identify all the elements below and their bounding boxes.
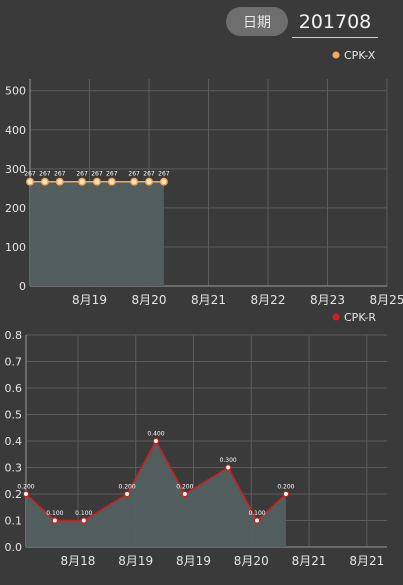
x-tick-label: 8月19: [72, 293, 107, 307]
data-point: [55, 177, 64, 186]
data-point: [123, 490, 131, 498]
series-area-fill: [30, 181, 164, 286]
data-point: [130, 177, 139, 186]
data-label: 267: [24, 171, 36, 178]
data-label: 0.200: [118, 483, 135, 490]
header-bar: 日期 201708: [0, 0, 403, 44]
series-area-fill: [26, 441, 286, 547]
data-point: [181, 490, 189, 498]
legend-label: CPK-X: [344, 49, 376, 62]
x-tick-label: 8月21: [292, 554, 327, 568]
legend-marker: [332, 51, 340, 59]
y-tick-label: 300: [5, 163, 26, 176]
data-point: [51, 517, 59, 524]
x-tick-label: 8月20: [132, 293, 167, 307]
data-label: 267: [76, 171, 88, 178]
data-point: [253, 517, 261, 524]
data-label: 267: [143, 171, 155, 178]
y-tick-label: 0.1: [5, 515, 23, 528]
y-tick-label: 400: [5, 124, 26, 137]
date-value-field[interactable]: 201708: [292, 6, 378, 38]
y-tick-label: 0.4: [5, 435, 23, 448]
data-label: 0.200: [277, 483, 294, 490]
y-tick-label: 0: [19, 280, 26, 293]
data-label: 267: [91, 171, 103, 178]
data-point: [26, 177, 34, 186]
y-tick-label: 0.8: [5, 329, 23, 342]
data-point: [145, 177, 153, 186]
data-point: [22, 490, 30, 498]
y-tick-label: 0.3: [5, 462, 23, 475]
cpk-x-chart: 0 100 200 300 400 500 8月19 8月20 8月21 8月22 8月23 8月25…: [5, 49, 403, 307]
data-label: 267: [39, 171, 51, 178]
y-tick-label: 0.2: [5, 488, 23, 501]
legend-label: CPK-R: [344, 311, 376, 324]
x-tick-label: 8月19: [118, 554, 153, 568]
cpk-r-chart: 0.0 0.1 0.2 0.3 0.4 0.5 0.6 0.7 0.8 8月18 8月19 8月19 8…: [5, 311, 387, 568]
data-label: 0.200: [17, 483, 34, 490]
data-point: [152, 437, 160, 445]
x-tick-label: 8月22: [251, 293, 286, 307]
data-label: 0.400: [147, 430, 164, 437]
data-label: 267: [106, 171, 118, 178]
data-label: 0.100: [46, 510, 63, 517]
y-tick-label: 0.7: [5, 356, 23, 369]
y-tick-label: 500: [5, 85, 26, 98]
data-label: 267: [54, 171, 66, 178]
data-label: 0.100: [248, 510, 265, 517]
data-label: 0.300: [220, 457, 237, 464]
y-tick-label: 200: [5, 202, 26, 215]
data-label: 0.100: [75, 510, 92, 517]
x-tick-label: 8月23: [310, 293, 345, 307]
data-point: [78, 177, 87, 186]
data-point: [224, 464, 232, 471]
x-tick-label: 8月25: [370, 293, 403, 307]
data-point: [282, 490, 290, 498]
data-label: 267: [158, 171, 170, 178]
y-tick-label: 0.6: [5, 382, 23, 395]
data-point: [40, 177, 49, 186]
legend-marker: [332, 313, 340, 321]
data-point: [159, 177, 168, 186]
data-label: 267: [128, 171, 140, 178]
data-point: [107, 177, 116, 186]
y-tick-label: 100: [5, 241, 26, 254]
x-tick-label: 8月19: [176, 554, 211, 568]
y-tick-label: 0.0: [5, 541, 23, 554]
data-point: [80, 517, 87, 524]
x-tick-label: 8月21: [349, 554, 384, 568]
date-button[interactable]: 日期: [226, 7, 288, 36]
data-point: [92, 177, 101, 186]
y-tick-label: 0.5: [5, 409, 23, 422]
x-tick-label: 8月21: [191, 293, 226, 307]
data-label: 0.200: [176, 483, 193, 490]
x-tick-label: 8月18: [61, 554, 96, 568]
x-tick-label: 8月20: [234, 554, 269, 568]
